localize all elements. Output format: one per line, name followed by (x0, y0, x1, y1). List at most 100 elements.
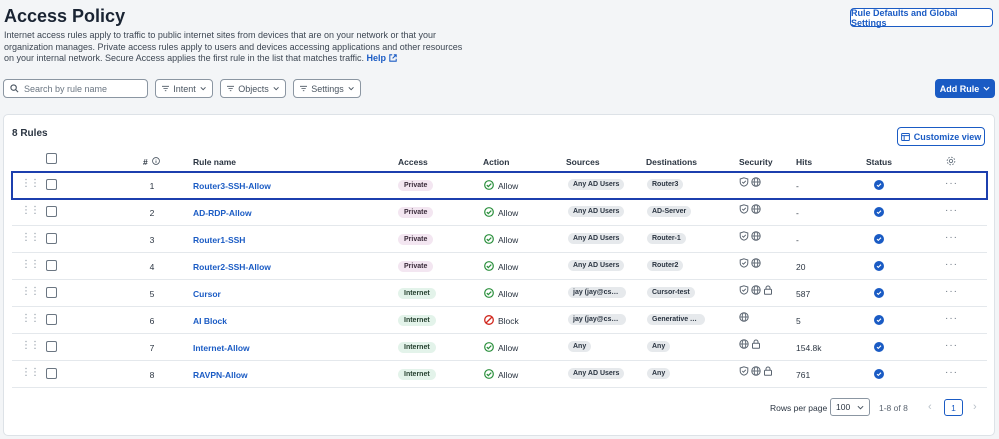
settings-filter[interactable]: Settings (293, 79, 361, 98)
more-actions-icon[interactable]: ··· (945, 313, 958, 324)
col-status[interactable]: Status (866, 157, 892, 167)
action-cell: Allow (484, 207, 518, 219)
intent-filter[interactable]: Intent (155, 79, 213, 98)
drag-handle-icon[interactable]: ⋮⋮ (21, 178, 40, 189)
search-box[interactable] (3, 79, 148, 98)
destination-pill: Router-1 (647, 233, 686, 244)
shield-icon (739, 177, 749, 189)
security-icons (739, 312, 749, 324)
rule-name-link[interactable]: AI Block (193, 316, 228, 326)
more-actions-icon[interactable]: ··· (945, 259, 958, 270)
rule-name-link[interactable]: Cursor (193, 289, 221, 299)
rule-name-link[interactable]: Internet-Allow (193, 343, 250, 353)
select-all-checkbox[interactable] (46, 153, 57, 164)
action-label: Allow (498, 235, 519, 245)
table-row[interactable]: ⋮⋮ 8 RAVPN-Allow Internet Allow Any AD U… (12, 361, 987, 388)
more-actions-icon[interactable]: ··· (945, 286, 958, 297)
col-num[interactable]: # (143, 157, 148, 167)
row-checkbox[interactable] (46, 368, 57, 379)
rule-name-link[interactable]: Router2-SSH-Allow (193, 262, 271, 272)
table-row[interactable]: ⋮⋮ 1 Router3-SSH-Allow Private Allow Any… (11, 171, 988, 200)
more-actions-icon[interactable]: ··· (945, 205, 958, 216)
shield-icon (739, 204, 749, 216)
row-checkbox[interactable] (46, 341, 57, 352)
drag-handle-icon[interactable]: ⋮⋮ (21, 340, 40, 351)
allow-icon (484, 234, 494, 246)
prev-page-icon[interactable]: ‹ (928, 401, 932, 413)
row-checkbox[interactable] (46, 179, 57, 190)
gear-icon[interactable] (946, 156, 956, 166)
col-action[interactable]: Action (483, 157, 510, 167)
status-enabled-icon (874, 261, 884, 271)
action-cell: Allow (484, 261, 518, 273)
hits-value: 5 (796, 316, 801, 326)
table-row[interactable]: ⋮⋮ 7 Internet-Allow Internet Allow Any A… (12, 334, 987, 361)
more-actions-icon[interactable]: ··· (945, 178, 958, 189)
rule-name-link[interactable]: Router3-SSH-Allow (193, 181, 271, 191)
rule-defaults-button[interactable]: Rule Defaults and Global Settings (850, 8, 993, 28)
rows-per-page-select[interactable]: 100 (830, 398, 870, 416)
add-rule-button[interactable]: Add Rule (935, 79, 995, 98)
lock-icon (763, 285, 773, 297)
allow-icon (484, 288, 494, 300)
col-sources[interactable]: Sources (566, 157, 600, 167)
search-input[interactable] (24, 83, 139, 94)
row-checkbox[interactable] (46, 314, 57, 325)
more-actions-icon[interactable]: ··· (945, 340, 958, 351)
globe-icon (751, 366, 761, 378)
rule-name-link[interactable]: AD-RDP-Allow (193, 208, 252, 218)
rule-name-link[interactable]: RAVPN-Allow (193, 370, 248, 380)
col-destinations[interactable]: Destinations (646, 157, 698, 167)
rules-count: 8 Rules (12, 128, 48, 139)
globe-icon (751, 204, 761, 216)
allow-icon (484, 369, 494, 381)
security-icons (739, 231, 761, 243)
table-row[interactable]: ⋮⋮ 3 Router1-SSH Private Allow Any AD Us… (12, 226, 987, 253)
customize-view-button[interactable]: Customize view (897, 127, 985, 146)
row-checkbox[interactable] (46, 260, 57, 271)
row-checkbox[interactable] (46, 287, 57, 298)
drag-handle-icon[interactable]: ⋮⋮ (21, 205, 40, 216)
drag-handle-icon[interactable]: ⋮⋮ (21, 313, 40, 324)
objects-filter[interactable]: Objects (220, 79, 286, 98)
intent-filter-label: Intent (173, 83, 196, 94)
table-row[interactable]: ⋮⋮ 6 AI Block Internet Block jay (jay@cs… (12, 307, 987, 334)
add-rule-label: Add Rule (939, 83, 980, 94)
status-enabled-icon (874, 288, 884, 298)
allow-icon (484, 261, 494, 273)
col-hits[interactable]: Hits (796, 157, 813, 167)
drag-handle-icon[interactable]: ⋮⋮ (21, 367, 40, 378)
drag-handle-icon[interactable]: ⋮⋮ (21, 259, 40, 270)
more-actions-icon[interactable]: ··· (945, 232, 958, 243)
action-label: Allow (498, 343, 519, 353)
source-pill: Any AD Users (568, 206, 625, 217)
chevron-down-icon (200, 86, 206, 91)
more-actions-icon[interactable]: ··· (945, 367, 958, 378)
page-1-button[interactable]: 1 (944, 399, 963, 416)
globe-icon (739, 312, 749, 324)
next-page-icon[interactable]: › (973, 401, 977, 413)
rule-name-link[interactable]: Router1-SSH (193, 235, 246, 245)
rule-number: 5 (149, 289, 155, 299)
source-pill: jay (jay@csa... (568, 314, 626, 325)
drag-handle-icon[interactable]: ⋮⋮ (21, 232, 40, 243)
shield-icon (739, 366, 749, 378)
globe-icon (751, 258, 761, 270)
hits-value: 587 (796, 289, 811, 299)
security-icons (739, 366, 773, 378)
rows-per-page-value: 100 (836, 402, 851, 412)
drag-handle-icon[interactable]: ⋮⋮ (21, 286, 40, 297)
col-security[interactable]: Security (739, 157, 773, 167)
table-row[interactable]: ⋮⋮ 5 Cursor Internet Allow jay (jay@csa.… (12, 280, 987, 307)
col-rule-name[interactable]: Rule name (193, 157, 236, 167)
row-checkbox[interactable] (46, 206, 57, 217)
info-icon[interactable] (152, 157, 160, 165)
row-checkbox[interactable] (46, 233, 57, 244)
table-row[interactable]: ⋮⋮ 2 AD-RDP-Allow Private Allow Any AD U… (12, 199, 987, 226)
external-link-icon[interactable] (388, 54, 397, 62)
action-cell: Allow (484, 234, 518, 246)
table-row[interactable]: ⋮⋮ 4 Router2-SSH-Allow Private Allow Any… (12, 253, 987, 280)
help-link[interactable]: Help (366, 53, 387, 63)
col-access[interactable]: Access (398, 157, 428, 167)
customize-view-label: Customize view (913, 131, 982, 142)
